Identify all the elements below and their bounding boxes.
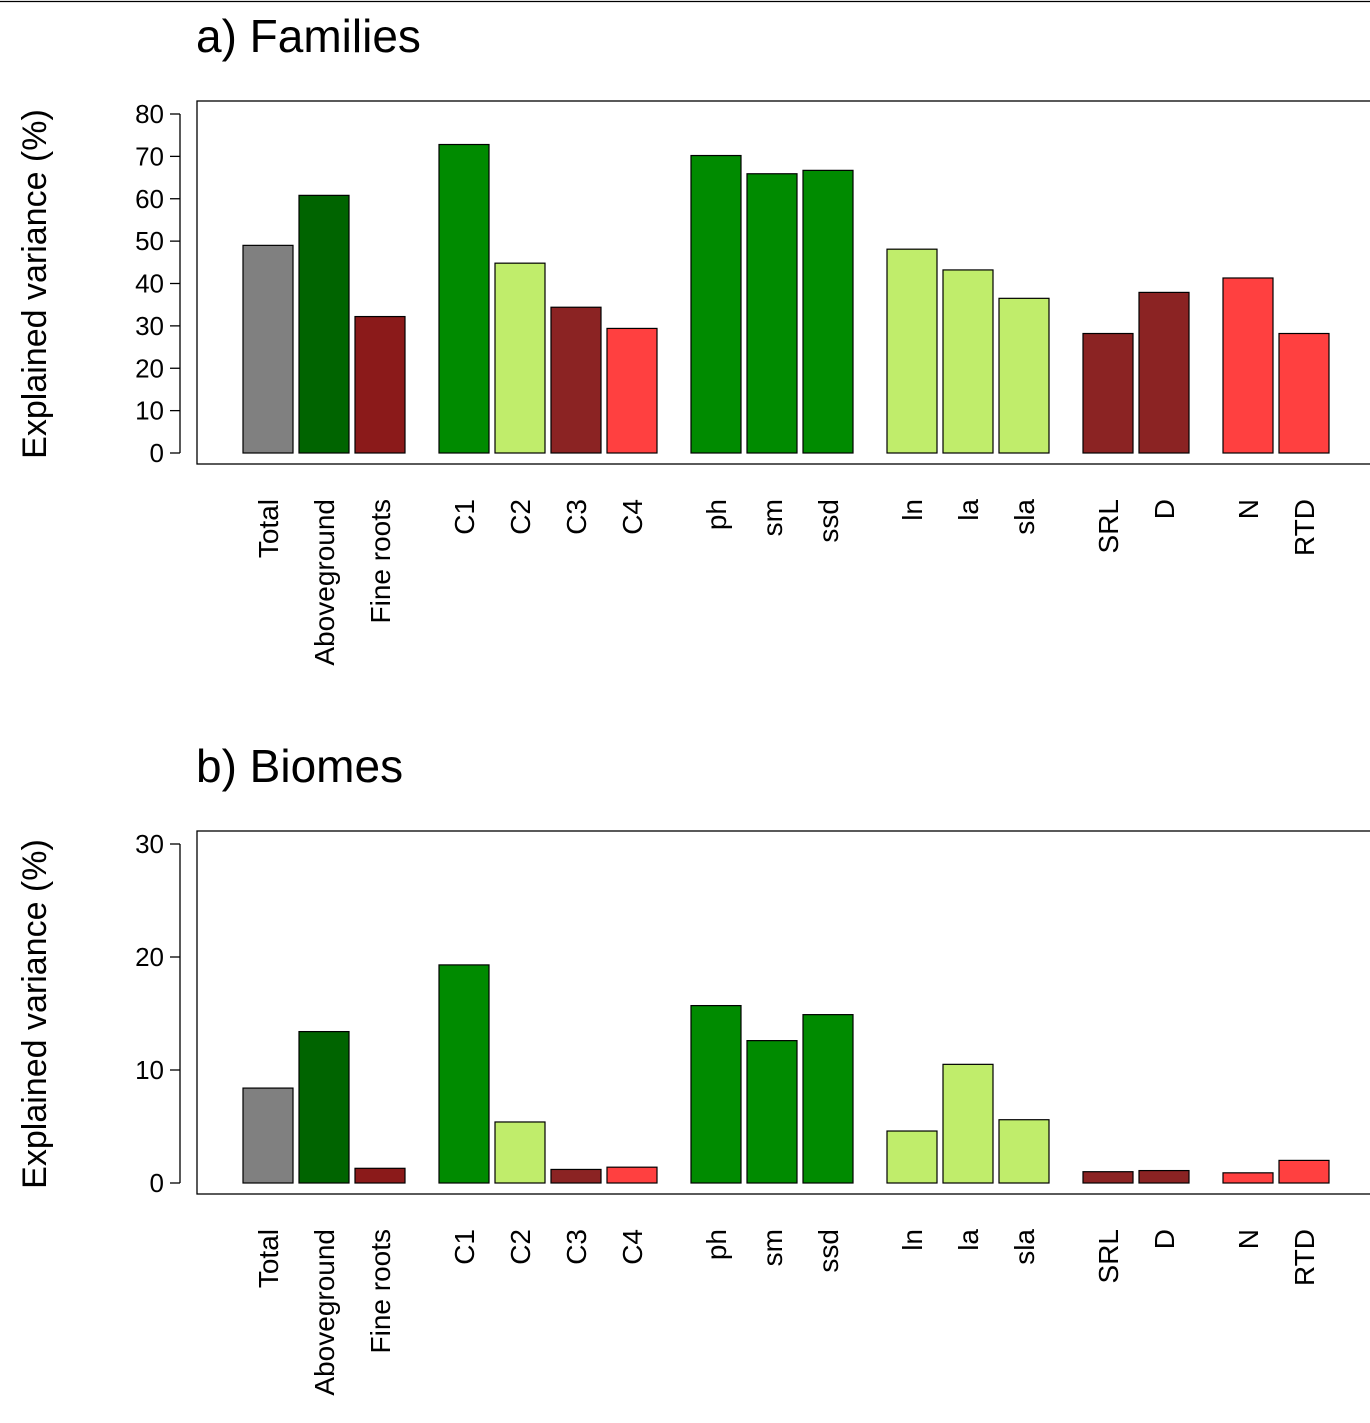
y-axis: 0 10 20 30 40 50 60 70 80 bbox=[135, 99, 181, 468]
bar-rtd bbox=[1278, 1159, 1330, 1184]
x-tick-label: C4 bbox=[617, 1229, 648, 1265]
bar-d bbox=[1138, 1169, 1190, 1184]
bar-sm bbox=[746, 173, 798, 454]
x-tick-label: Fine roots bbox=[365, 1229, 396, 1354]
bar-fine-roots bbox=[354, 1167, 406, 1184]
y-tick-label: 30 bbox=[135, 829, 164, 859]
x-tick-label: ph bbox=[701, 1229, 732, 1260]
bar-ph bbox=[690, 154, 742, 454]
x-tick-label: C4 bbox=[617, 499, 648, 535]
plot-frame bbox=[196, 830, 1370, 1195]
x-tick-label: C1 bbox=[449, 1229, 480, 1265]
plot-frame bbox=[196, 100, 1370, 465]
x-tick-label: N bbox=[1233, 1229, 1264, 1249]
bar-c4 bbox=[606, 1166, 658, 1184]
bars bbox=[242, 143, 1330, 454]
bar-la bbox=[942, 269, 994, 454]
y-axis: 0 10 20 30 bbox=[135, 829, 181, 1198]
x-tick-label: N bbox=[1233, 499, 1264, 519]
y-axis-label: Explained variance (%) bbox=[16, 109, 54, 459]
x-tick-label: sla bbox=[1009, 499, 1040, 535]
bar-ssd bbox=[802, 1014, 854, 1184]
x-tick-label: RTD bbox=[1289, 1229, 1320, 1286]
bar-ln bbox=[886, 248, 938, 454]
y-tick-label: 10 bbox=[135, 1055, 164, 1085]
bar-aboveground bbox=[298, 1030, 350, 1184]
y-tick-label: 60 bbox=[135, 184, 164, 214]
y-tick-label: 40 bbox=[135, 269, 164, 299]
x-tick-label: la bbox=[953, 499, 984, 521]
bar-srl bbox=[1082, 332, 1134, 454]
panel-title: a) Families bbox=[196, 10, 421, 62]
panel-families: a) Families Explained variance (%) 0 10 20… bbox=[16, 10, 1370, 666]
y-tick-label: 50 bbox=[135, 226, 164, 256]
bar-c2 bbox=[494, 1121, 546, 1184]
x-tick-label: C1 bbox=[449, 499, 480, 535]
x-tick-label: Fine roots bbox=[365, 499, 396, 624]
x-tick-label: sla bbox=[1009, 1229, 1040, 1265]
x-tick-label: D bbox=[1149, 1229, 1180, 1249]
bar-n bbox=[1222, 1172, 1274, 1184]
x-tick-label: C2 bbox=[505, 1229, 536, 1265]
x-axis-labels: Total Aboveground Fine roots C1 C2 C3 C4 ph sm ss… bbox=[253, 1229, 1320, 1396]
x-tick-label: ssd bbox=[813, 1229, 844, 1273]
bars bbox=[242, 964, 1330, 1184]
x-tick-label: C3 bbox=[561, 499, 592, 535]
bar-total bbox=[242, 244, 294, 454]
bar-ln bbox=[886, 1130, 938, 1184]
bar-srl bbox=[1082, 1171, 1134, 1184]
bar-c4 bbox=[606, 327, 658, 454]
bar-ssd bbox=[802, 169, 854, 454]
x-tick-label: SRL bbox=[1093, 499, 1124, 553]
bar-d bbox=[1138, 291, 1190, 454]
x-tick-label: ssd bbox=[813, 499, 844, 543]
y-tick-label: 20 bbox=[135, 942, 164, 972]
x-tick-label: la bbox=[953, 1229, 984, 1251]
y-axis-label: Explained variance (%) bbox=[16, 839, 54, 1189]
bar-rtd bbox=[1278, 332, 1330, 454]
bar-c1 bbox=[438, 143, 490, 454]
y-tick-label: 0 bbox=[150, 1168, 164, 1198]
x-axis-labels: Total Aboveground Fine roots C1 C2 C3 C4 ph sm ss… bbox=[253, 499, 1320, 666]
x-tick-label: ph bbox=[701, 499, 732, 530]
y-tick-label: 0 bbox=[150, 438, 164, 468]
bar-fine-roots bbox=[354, 315, 406, 454]
x-tick-label: sm bbox=[757, 499, 788, 536]
y-tick-label: 20 bbox=[135, 353, 164, 383]
bar-sla bbox=[998, 297, 1050, 454]
x-tick-label: D bbox=[1149, 499, 1180, 519]
bar-c1 bbox=[438, 964, 490, 1184]
x-tick-label: ln bbox=[897, 499, 928, 521]
bar-c3 bbox=[550, 306, 602, 454]
y-tick-label: 70 bbox=[135, 141, 164, 171]
bar-c3 bbox=[550, 1168, 602, 1184]
x-tick-label: sm bbox=[757, 1229, 788, 1266]
bar-total bbox=[242, 1087, 294, 1184]
panel-biomes: b) Biomes Explained variance (%) 0 10 20 30… bbox=[16, 740, 1370, 1396]
panel-title: b) Biomes bbox=[196, 740, 403, 792]
x-tick-label: Total bbox=[253, 499, 284, 558]
x-tick-label: Total bbox=[253, 1229, 284, 1288]
bar-aboveground bbox=[298, 194, 350, 454]
x-tick-label: C2 bbox=[505, 499, 536, 535]
y-tick-label: 10 bbox=[135, 396, 164, 426]
bar-ph bbox=[690, 1004, 742, 1184]
x-tick-label: C3 bbox=[561, 1229, 592, 1265]
bar-c2 bbox=[494, 262, 546, 454]
x-tick-label: Aboveground bbox=[309, 1229, 340, 1396]
x-tick-label: ln bbox=[897, 1229, 928, 1251]
x-tick-label: SRL bbox=[1093, 1229, 1124, 1283]
x-tick-label: Aboveground bbox=[309, 499, 340, 666]
y-tick-label: 80 bbox=[135, 99, 164, 129]
bar-sla bbox=[998, 1119, 1050, 1184]
bar-sm bbox=[746, 1040, 798, 1184]
bar-n bbox=[1222, 277, 1274, 454]
y-tick-label: 30 bbox=[135, 311, 164, 341]
bar-la bbox=[942, 1063, 994, 1184]
x-tick-label: RTD bbox=[1289, 499, 1320, 556]
